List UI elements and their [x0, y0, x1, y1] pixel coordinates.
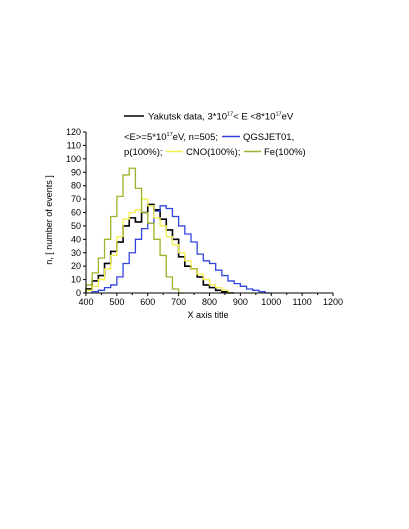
y-tick-label: 0	[76, 288, 81, 298]
y-tick-label: 30	[71, 248, 81, 258]
y-tick-label: 50	[71, 221, 81, 231]
series-line-3	[85, 198, 235, 294]
legend-line2-suffix: eV, n=505;	[173, 132, 218, 143]
legend-line2-exp: 17	[167, 132, 173, 138]
y-tick-label: 90	[71, 167, 81, 177]
x-tick-label: 600	[140, 297, 155, 307]
x-tick-label: 700	[171, 297, 186, 307]
x-ticks: 400 500 600 700 800 900 1000 1100 1200	[78, 293, 343, 307]
legend-mean-energy: <E>=5*1017eV, n=505;	[124, 132, 218, 143]
legend-line2-prefix: <E>=5*10	[124, 132, 167, 143]
x-tick-label: 1200	[323, 297, 343, 307]
x-tick-label: 1000	[261, 297, 281, 307]
series-line-4	[85, 167, 185, 294]
legend-line1-exp2: 17	[275, 112, 281, 118]
legend-line1-prefix: Yakutsk data, 3*10	[148, 112, 227, 123]
y-tick-label: 40	[71, 234, 81, 244]
y-tick-label: 100	[66, 154, 81, 164]
x-tick-label: 800	[202, 297, 217, 307]
x-axis-title: X axis title	[187, 310, 228, 320]
legend-line1-mid: < E <8*10	[233, 112, 275, 123]
y-tick-label: 120	[66, 127, 81, 137]
legend-label-p: p(100%);	[124, 147, 163, 158]
x-tick-label: 900	[233, 297, 248, 307]
series-line-2	[91, 205, 272, 294]
y-tick-label: 80	[71, 181, 81, 191]
y-tick-label: 20	[71, 261, 81, 271]
y-axis-title: n, [ number of events ]	[44, 175, 54, 265]
plot-area: 400 500 600 700 800 900 1000 1100 1200 0 10 20 30 40…	[66, 127, 343, 307]
y-tick-label: 110	[67, 140, 81, 150]
legend-label-fe: Fe(100%)	[264, 147, 306, 158]
x-tick-label: 1100	[292, 297, 311, 307]
legend-label-qgsjet: QGSJET01,	[243, 132, 294, 143]
legend-label-yakutsk: Yakutsk data, 3*1017< E <8*1017eV	[148, 112, 294, 123]
y-tick-label: 60	[71, 208, 81, 218]
x-tick-label: 500	[109, 297, 124, 307]
series-layer	[85, 167, 272, 294]
legend-label-cno: CNO(100%);	[186, 147, 240, 158]
legend: Yakutsk data, 3*1017< E <8*1017eV <E>=5*…	[124, 112, 306, 158]
y-tick-label: 10	[71, 275, 81, 285]
legend-line1-exp1: 17	[227, 112, 233, 118]
y-ticks: 0 10 20 30 40 50 60 70 80 90 100 110 120	[66, 127, 86, 298]
x-tick-label: 400	[78, 297, 93, 307]
legend-line1-suffix: eV	[282, 112, 294, 123]
y-tick-label: 70	[71, 194, 81, 204]
